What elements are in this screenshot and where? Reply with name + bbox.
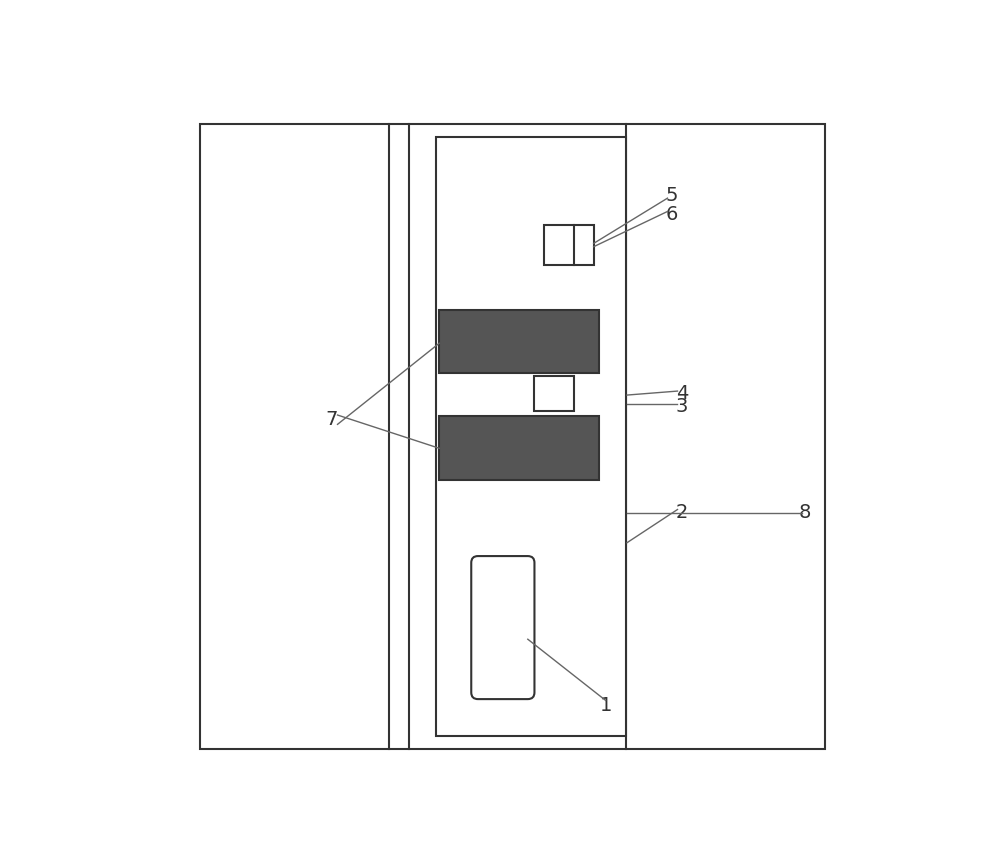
Text: 4: 4: [676, 384, 688, 403]
Text: 5: 5: [666, 186, 678, 205]
Text: 8: 8: [799, 504, 811, 523]
Text: 7: 7: [325, 410, 338, 429]
Text: 1: 1: [599, 696, 612, 715]
Bar: [544, 225, 594, 264]
Bar: [439, 416, 599, 480]
Text: 2: 2: [676, 504, 688, 523]
Text: 6: 6: [666, 206, 678, 225]
Bar: [534, 377, 574, 411]
FancyBboxPatch shape: [471, 556, 534, 699]
Bar: [436, 137, 626, 736]
Text: 3: 3: [676, 397, 688, 416]
Bar: [439, 310, 599, 373]
